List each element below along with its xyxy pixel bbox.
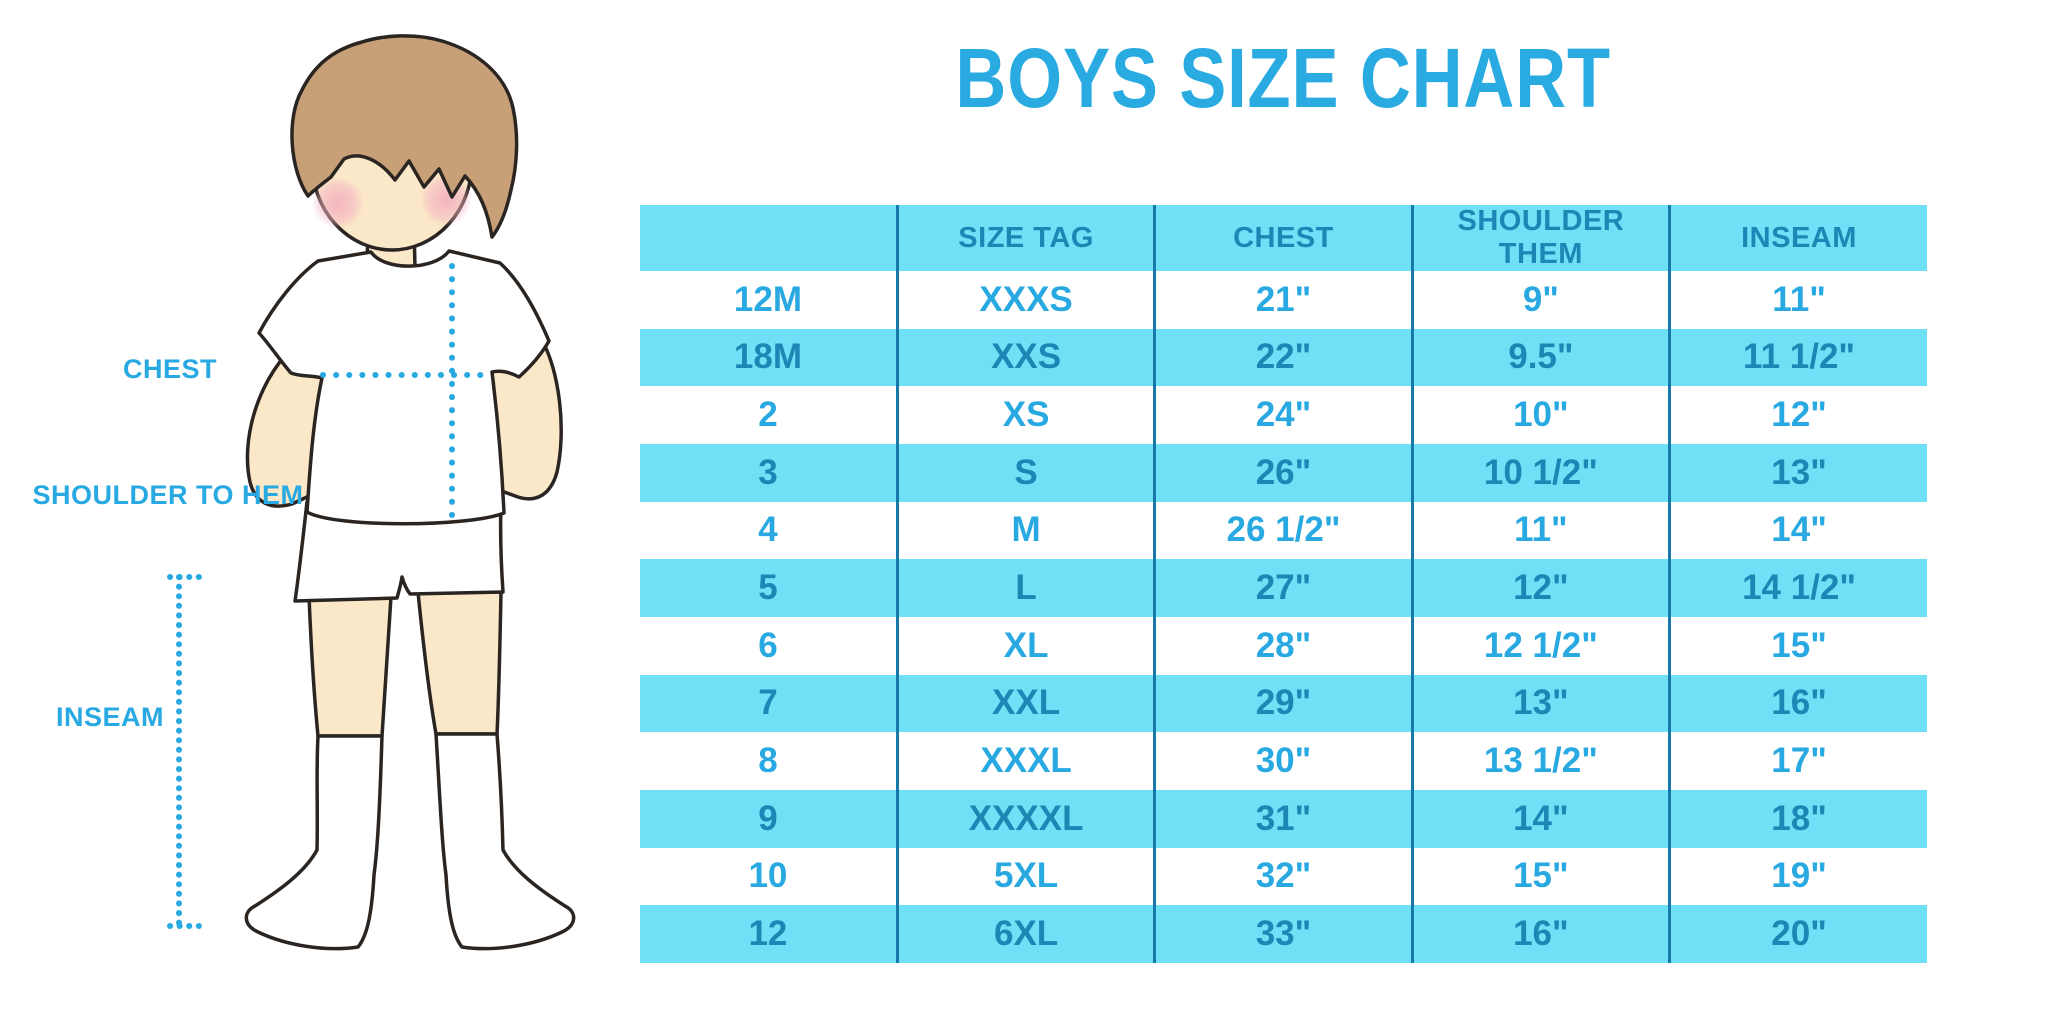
table-cell: 6 [758, 625, 778, 665]
inseam-label: INSEAM [55, 702, 164, 732]
table-cell: 12M [733, 279, 802, 319]
table-cell: 24" [1153, 386, 1413, 444]
table-cell: 10 [748, 856, 788, 896]
table-cell: 13" [1410, 674, 1670, 733]
table-cell: 26 1/2" [1153, 501, 1413, 560]
table-cell: 8 [758, 741, 778, 781]
header-cell-chest: CHEST [1153, 205, 1413, 271]
table-cell: 14" [1668, 501, 1927, 560]
table-cell: 13" [1668, 443, 1927, 502]
table-cell: 4 [758, 510, 778, 550]
table-cell: 32" [1153, 847, 1413, 906]
table-cell: 20" [1668, 905, 1927, 963]
table-cell: XXS [895, 328, 1155, 387]
header-cell-shoulder-them: SHOULDER THEM [1410, 205, 1670, 271]
table-cell: 26" [1153, 443, 1413, 502]
left-sock-shape [244, 734, 384, 951]
table-cell: 12 1/2" [1410, 616, 1670, 675]
table-cell: 12" [1410, 559, 1670, 617]
left-arm-shape [245, 346, 328, 508]
boy-illustration [167, 34, 576, 951]
table-cell: 13 1/2" [1410, 732, 1670, 790]
table-cell: 14" [1410, 789, 1670, 848]
table-cell: 10 1/2" [1410, 443, 1670, 502]
table-cell: 16" [1668, 674, 1927, 733]
table-cell: 3 [758, 452, 778, 492]
table-cell: 22" [1153, 328, 1413, 387]
table-cell: XXXS [895, 271, 1155, 329]
hair-shape [290, 34, 519, 239]
table-cell: 7 [758, 683, 778, 723]
table-cell: M [895, 501, 1155, 560]
table-cell: 27" [1153, 559, 1413, 617]
table-row: 6 XL 28" 12 1/2" 15" [640, 616, 1927, 675]
table-row: 4 M 26 1/2" 11" 14" [640, 501, 1927, 560]
size-chart-table: SIZE TAG CHEST SHOULDER THEM INSEAM 12M X… [640, 205, 1927, 963]
table-row: 2 XS 24" 10" 12" [640, 386, 1927, 444]
table-row: 10 5XL 32" 15" 19" [640, 847, 1927, 906]
table-cell: 15" [1410, 847, 1670, 906]
chest-label: CHEST [122, 354, 217, 384]
table-cell: L [895, 559, 1155, 617]
table-row: 3 S 26" 10 1/2" 13" [640, 443, 1927, 502]
table-cell: 21" [1153, 271, 1413, 329]
table-cell: XL [895, 616, 1155, 675]
table-cell: S [895, 443, 1155, 502]
table-cell: XXL [895, 674, 1155, 733]
table-cell: XXXL [895, 732, 1155, 790]
boy-measurement-figure: CHEST SHOULDER TO HEM INSEAM [0, 0, 640, 1024]
table-cell: 12 [748, 914, 788, 954]
table-cell: 14 1/2" [1668, 559, 1927, 617]
header-cell-blank [640, 205, 897, 271]
table-cell: 10" [1410, 386, 1670, 444]
table-cell: 9" [1410, 271, 1670, 329]
table-cell: 29" [1153, 674, 1413, 733]
table-cell: 18" [1668, 789, 1927, 848]
table-cell: 6XL [895, 905, 1155, 963]
table-cell: 9.5" [1410, 328, 1670, 387]
table-cell: 31" [1153, 789, 1413, 848]
table-cell: 30" [1153, 732, 1413, 790]
table-cell: 18M [733, 337, 802, 377]
table-row: 5 L 27" 12" 14 1/2" [640, 559, 1927, 617]
table-cell: 2 [758, 395, 778, 435]
right-thigh-shape [416, 590, 503, 736]
blush-left [312, 177, 364, 229]
tshirt-shape [257, 249, 551, 526]
table-cell: 16" [1410, 905, 1670, 963]
right-sock-shape [434, 732, 576, 951]
table-cell: 11 1/2" [1668, 328, 1927, 387]
table-cell: 11" [1668, 271, 1927, 329]
header-cell-size-tag: SIZE TAG [895, 205, 1155, 271]
table-cell: XXXXL [895, 789, 1155, 848]
table-cell: 28" [1153, 616, 1413, 675]
table-cell: XS [895, 386, 1155, 444]
table-row: 12 6XL 33" 16" 20" [640, 905, 1927, 963]
table-row: 12M XXXS 21" 9" 11" [640, 271, 1927, 329]
table-row: 8 XXXL 30" 13 1/2" 17" [640, 732, 1927, 790]
table-cell: 5XL [895, 847, 1155, 906]
table-cell: 12" [1668, 386, 1927, 444]
table-cell: 15" [1668, 616, 1927, 675]
header-cell-inseam: INSEAM [1668, 205, 1927, 271]
table-cell: 11" [1410, 501, 1670, 560]
shoulder-to-hem-label: SHOULDER TO HEM [32, 480, 304, 510]
table-cell: 19" [1668, 847, 1927, 906]
left-thigh-shape [307, 594, 393, 738]
shorts-shape [293, 500, 505, 603]
table-cell: 5 [758, 568, 778, 608]
table-row: 9 XXXXL 31" 14" 18" [640, 789, 1927, 848]
table-cell: 17" [1668, 732, 1927, 790]
page-title-text: BOYS SIZE CHART [955, 31, 1612, 125]
table-cell: 33" [1153, 905, 1413, 963]
right-arm-shape [484, 331, 563, 501]
page-title: BOYS SIZE CHART [640, 30, 1927, 127]
table-header-row: SIZE TAG CHEST SHOULDER THEM INSEAM [640, 205, 1927, 271]
table-row: 18M XXS 22" 9.5" 11 1/2" [640, 328, 1927, 387]
table-cell: 9 [758, 798, 778, 838]
table-row: 7 XXL 29" 13" 16" [640, 674, 1927, 733]
